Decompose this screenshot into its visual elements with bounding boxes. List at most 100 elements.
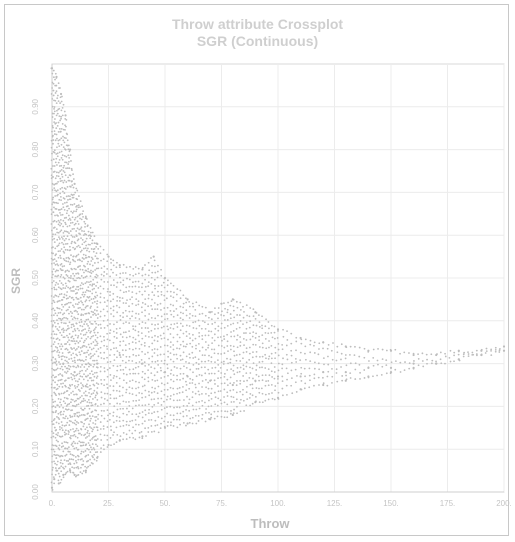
- data-point: [160, 315, 163, 318]
- data-point: [60, 355, 63, 358]
- data-point: [313, 344, 315, 347]
- data-point: [207, 394, 210, 397]
- data-point: [182, 372, 185, 375]
- data-point: [90, 260, 93, 262]
- data-point: [258, 346, 261, 348]
- data-point: [80, 350, 83, 352]
- data-point: [143, 342, 146, 344]
- data-point: [76, 204, 78, 207]
- data-point: [51, 406, 54, 408]
- data-point: [173, 291, 175, 294]
- data-point: [112, 292, 115, 295]
- data-point: [354, 345, 356, 348]
- data-point: [169, 372, 172, 375]
- data-point: [144, 353, 146, 356]
- data-point: [52, 252, 54, 255]
- data-point: [84, 276, 87, 278]
- data-point: [128, 355, 131, 358]
- data-point: [82, 400, 85, 403]
- data-point: [115, 274, 118, 276]
- data-point: [91, 430, 94, 433]
- data-point: [73, 279, 76, 282]
- data-point: [147, 369, 150, 371]
- data-point: [85, 312, 88, 315]
- data-point: [137, 330, 140, 333]
- data-point: [77, 341, 80, 344]
- data-point: [73, 356, 76, 359]
- data-point: [89, 352, 92, 355]
- data-point: [94, 296, 97, 299]
- x-tick-label: 125.: [327, 499, 343, 508]
- data-point: [271, 376, 274, 378]
- data-point: [60, 382, 62, 385]
- data-point: [103, 417, 106, 420]
- data-point: [56, 319, 58, 322]
- data-point: [132, 426, 134, 429]
- data-point: [96, 387, 99, 389]
- data-point: [502, 345, 506, 348]
- data-point: [163, 388, 166, 391]
- data-point: [141, 266, 144, 269]
- data-point: [150, 276, 153, 279]
- data-point: [134, 273, 137, 276]
- data-point: [167, 338, 169, 341]
- data-point: [207, 405, 210, 408]
- data-point: [277, 330, 279, 332]
- data-point: [70, 234, 73, 237]
- data-point: [252, 343, 255, 346]
- data-point: [408, 352, 410, 354]
- data-point: [79, 265, 81, 267]
- data-point: [229, 323, 232, 326]
- data-point: [194, 315, 197, 317]
- data-point: [92, 373, 94, 376]
- data-point: [81, 329, 83, 332]
- data-point: [63, 252, 66, 254]
- data-point: [125, 388, 128, 391]
- data-point: [79, 432, 81, 435]
- data-point: [150, 391, 153, 394]
- y-tick-label: 0.90: [31, 98, 40, 114]
- data-point: [217, 325, 220, 328]
- data-point: [102, 258, 105, 261]
- data-point: [119, 340, 122, 343]
- data-point: [61, 179, 63, 182]
- data-point: [95, 285, 97, 287]
- data-point: [220, 327, 223, 330]
- data-point: [202, 320, 204, 322]
- data-point: [51, 455, 54, 457]
- data-point: [81, 243, 84, 246]
- data-point: [134, 380, 137, 383]
- data-point: [106, 438, 109, 441]
- data-point: [57, 404, 59, 407]
- data-point: [153, 302, 156, 304]
- data-point: [132, 274, 135, 277]
- data-point: [271, 336, 274, 339]
- data-point: [188, 332, 191, 335]
- data-point: [61, 299, 64, 301]
- data-point: [63, 316, 66, 319]
- data-point: [121, 349, 124, 352]
- data-point: [232, 388, 235, 391]
- data-point: [74, 412, 77, 415]
- data-point: [89, 426, 91, 428]
- data-point: [88, 250, 91, 253]
- data-point: [83, 414, 86, 417]
- data-point: [317, 353, 320, 356]
- data-point: [62, 139, 65, 142]
- data-point: [242, 316, 245, 319]
- data-point: [73, 467, 76, 469]
- data-point: [74, 429, 77, 432]
- data-point: [372, 357, 375, 359]
- data-point: [79, 233, 81, 236]
- data-point: [60, 127, 63, 130]
- data-point: [50, 376, 53, 378]
- data-point: [154, 334, 156, 337]
- data-point: [79, 306, 81, 309]
- data-point: [126, 315, 128, 318]
- data-point: [141, 282, 144, 285]
- data-point: [60, 365, 63, 368]
- data-point: [138, 399, 141, 402]
- data-point: [93, 328, 96, 330]
- data-point: [68, 458, 71, 461]
- data-point: [51, 81, 54, 84]
